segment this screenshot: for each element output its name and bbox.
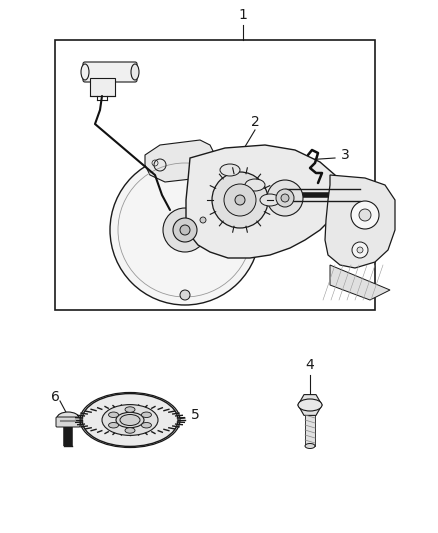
- Circle shape: [235, 195, 245, 205]
- Bar: [90, 78, 115, 96]
- Circle shape: [281, 194, 289, 202]
- Ellipse shape: [131, 64, 139, 80]
- Circle shape: [180, 225, 190, 235]
- Ellipse shape: [125, 427, 135, 433]
- Ellipse shape: [141, 423, 152, 428]
- Circle shape: [163, 208, 207, 252]
- Ellipse shape: [81, 64, 89, 80]
- Text: 6: 6: [50, 390, 60, 404]
- Circle shape: [351, 201, 379, 229]
- Text: 5: 5: [191, 408, 199, 422]
- Ellipse shape: [125, 407, 135, 413]
- Circle shape: [212, 172, 268, 228]
- Polygon shape: [186, 145, 340, 258]
- Ellipse shape: [141, 412, 152, 417]
- Polygon shape: [325, 175, 395, 268]
- Ellipse shape: [245, 179, 265, 191]
- Ellipse shape: [109, 412, 119, 417]
- Ellipse shape: [109, 423, 119, 428]
- Circle shape: [110, 155, 260, 305]
- Circle shape: [180, 290, 190, 300]
- Text: 3: 3: [341, 148, 350, 162]
- Bar: [305, 411, 315, 446]
- Circle shape: [359, 209, 371, 221]
- FancyBboxPatch shape: [56, 417, 80, 427]
- Ellipse shape: [305, 443, 315, 448]
- Ellipse shape: [80, 392, 180, 448]
- Text: 2: 2: [251, 115, 259, 129]
- Circle shape: [267, 180, 303, 216]
- Circle shape: [173, 218, 197, 242]
- Ellipse shape: [298, 399, 322, 411]
- Ellipse shape: [260, 194, 280, 206]
- Ellipse shape: [102, 405, 158, 435]
- Ellipse shape: [82, 393, 178, 447]
- Circle shape: [224, 184, 256, 216]
- Circle shape: [352, 242, 368, 258]
- Ellipse shape: [220, 164, 240, 176]
- Text: 1: 1: [239, 8, 247, 22]
- Ellipse shape: [116, 413, 144, 427]
- FancyBboxPatch shape: [83, 62, 137, 82]
- Circle shape: [276, 189, 294, 207]
- Circle shape: [200, 217, 206, 223]
- Polygon shape: [330, 265, 390, 300]
- Ellipse shape: [57, 412, 79, 424]
- Circle shape: [195, 212, 211, 228]
- Bar: [55, 40, 375, 310]
- Ellipse shape: [120, 415, 140, 425]
- Circle shape: [357, 247, 363, 253]
- Text: 4: 4: [306, 358, 314, 372]
- Polygon shape: [145, 140, 215, 182]
